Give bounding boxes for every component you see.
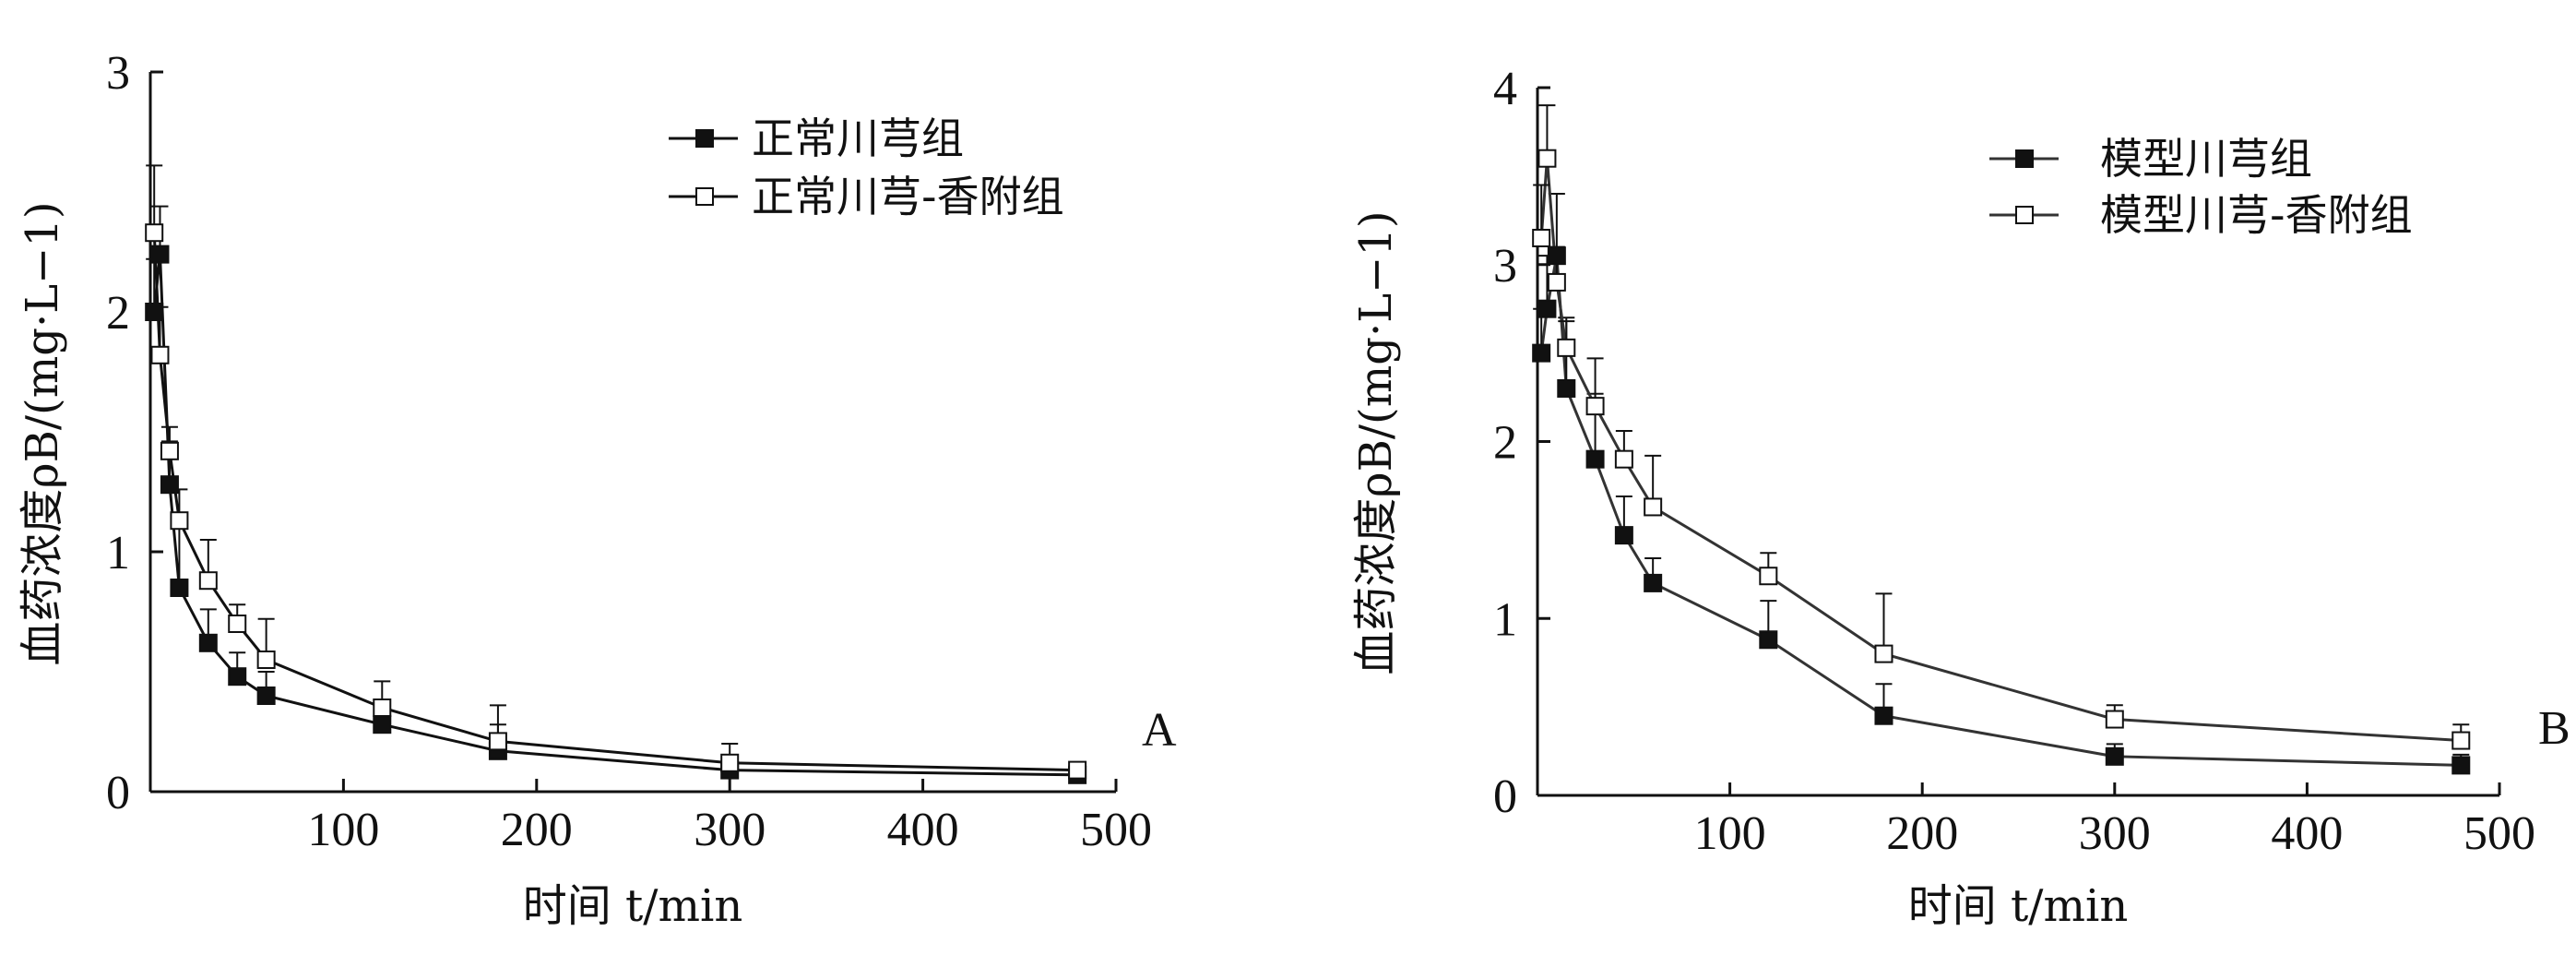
legend-b-marker-1	[2015, 149, 2034, 168]
chart-a-y-tick-label-3: 3	[106, 47, 130, 100]
chart-a-svg: 0 1 2 3 100 200 300 400 500 时间 t/min 血药浓度ρB/(mg…	[17, 47, 1177, 932]
chart-panel-b: 0 1 2 3 4 100 200 300 400 500 时间 t/min 血药浓度ρB/(m…	[1291, 0, 2576, 979]
chart-b-series-2-point-6	[1644, 497, 1663, 517]
chart-b-series-2-point-1	[1537, 149, 1557, 168]
chart-b-x-ticks: 100 200 300 400 500	[1694, 782, 2535, 860]
chart-a-y-tick-label-1: 1	[106, 527, 130, 579]
chart-b-series-1-point-3	[1557, 378, 1576, 398]
chart-a-series-1-point-0	[145, 303, 164, 321]
chart-a-series-1-point-3	[170, 579, 189, 597]
chart-b-x-tick-label-0: 100	[1694, 807, 1766, 860]
chart-a-x-tick-label-1: 200	[501, 804, 573, 856]
chart-b-series-2-point-2	[1547, 272, 1566, 292]
chart-a-x-tick-label-3: 400	[887, 804, 959, 856]
chart-b-series-1-point-5	[1614, 526, 1633, 545]
chart-a-x-tick-label-2: 300	[694, 804, 766, 856]
legend-b-marker-2	[2015, 206, 2034, 224]
chart-a-series-1-point-5	[228, 667, 247, 686]
chart-a-series-2-point-0	[145, 223, 164, 243]
chart-a-series-2-point-7	[373, 698, 392, 717]
chart-a-series-1-line	[152, 254, 1078, 777]
chart-a-y-ticks: 0 1 2 3	[106, 47, 163, 819]
chart-b-y-tick-label-4: 4	[1493, 63, 1517, 115]
chart-b-x-axis-title: 时间 t/min	[1908, 880, 2129, 932]
chart-a-y-tick-label-2: 2	[106, 287, 130, 340]
chart-b-series-2-point-9	[2105, 710, 2124, 729]
chart-b-series-1-point-6	[1644, 573, 1663, 592]
chart-a-legend: 正常川芎组 正常川芎-香附组	[669, 113, 1064, 221]
legend-a-label-1: 正常川芎组	[752, 113, 964, 163]
chart-b-series-1-point-0	[1532, 343, 1551, 363]
panel-label-a: A	[1142, 704, 1177, 757]
panel-label-b: B	[2538, 702, 2570, 755]
chart-b-series-2-point-5	[1614, 449, 1633, 469]
chart-b-series-2-point-0	[1532, 228, 1551, 247]
chart-b-x-tick-label-2: 300	[2079, 807, 2151, 860]
chart-b-series-1-point-9	[2105, 746, 2124, 766]
chart-b-series-2-point-4	[1585, 397, 1605, 416]
chart-a-series-1-point-7	[373, 715, 392, 734]
chart-b-y-tick-label-3: 3	[1493, 240, 1517, 293]
chart-a-y-tick-label-0: 0	[106, 767, 130, 819]
chart-b-plot-area	[1532, 104, 2471, 775]
chart-b-x-tick-label-3: 400	[2271, 807, 2343, 860]
chart-b-series-1-line	[1539, 255, 2462, 767]
chart-a-series-2-point-6	[256, 651, 276, 669]
chart-b-series-2-line	[1539, 158, 2462, 743]
chart-a-series-1-point-2	[160, 475, 179, 495]
chart-b-legend: 模型川芎组 模型川芎-香附组	[1989, 134, 2413, 240]
chart-b-series-1-point-4	[1585, 449, 1605, 469]
legend-a-label-2: 正常川芎-香附组	[752, 172, 1064, 221]
chart-a-series-2-point-2	[160, 441, 179, 460]
chart-b-series-1-point-2	[1547, 246, 1566, 266]
chart-b-series-1-point-10	[2451, 756, 2471, 775]
chart-a-series-1-point-4	[198, 633, 218, 652]
chart-b-x-tick-label-1: 200	[1886, 807, 1958, 860]
chart-a-x-axis-title: 时间 t/min	[523, 880, 743, 932]
chart-b-series-2-point-3	[1557, 338, 1576, 357]
chart-b-series-1-point-8	[1874, 706, 1893, 725]
chart-b-svg: 0 1 2 3 4 100 200 300 400 500 时间 t/min 血药浓度ρB/(m…	[1350, 63, 2570, 932]
chart-a-x-tick-label-0: 100	[307, 804, 379, 856]
legend-a-marker-2	[695, 187, 714, 206]
chart-a-series-2-point-10	[1068, 760, 1087, 780]
chart-a-series-2-point-4	[198, 571, 218, 591]
legend-b-label-2: 模型川芎-香附组	[2100, 190, 2413, 240]
chart-a-x-ticks: 100 200 300 400 500	[307, 779, 1152, 856]
chart-a-plot-area	[145, 164, 1087, 784]
chart-b-y-tick-label-0: 0	[1493, 770, 1517, 823]
chart-b-series-1-point-1	[1537, 299, 1557, 318]
chart-panel-a: 0 1 2 3 100 200 300 400 500 时间 t/min 血药浓度ρB/(mg…	[17, 47, 1177, 932]
legend-a-marker-1	[695, 129, 714, 148]
chart-a-y-axis-title: 血药浓度ρB/(mg·L−1)	[17, 201, 68, 665]
chart-a-series-2-point-1	[150, 345, 170, 364]
chart-b-series-2-point-7	[1759, 567, 1778, 586]
chart-a-axes	[148, 72, 1116, 794]
chart-b-y-tick-label-1: 1	[1493, 593, 1517, 646]
chart-b-y-tick-label-2: 2	[1493, 417, 1517, 470]
chart-a-series-2-line	[152, 233, 1078, 772]
chart-b-x-tick-label-4: 500	[2463, 807, 2535, 860]
chart-a-series-2-point-9	[720, 753, 740, 772]
chart-a-series-2-point-5	[228, 615, 247, 633]
legend-b-label-1: 模型川芎组	[2100, 134, 2312, 184]
chart-b-y-ticks: 0 1 2 3 4	[1493, 63, 1550, 823]
chart-b-series-2-point-8	[1874, 644, 1893, 663]
chart-a-series-1-point-1	[150, 245, 170, 264]
chart-a-series-1-point-6	[256, 686, 276, 705]
chart-a-series-2-point-3	[170, 511, 189, 531]
chart-b-y-axis-title: 血药浓度ρB/(mg·L−1)	[1350, 210, 1402, 675]
chart-a-x-tick-label-4: 500	[1080, 804, 1152, 856]
chart-b-series-2-point-10	[2451, 731, 2471, 750]
chart-b-series-1-point-7	[1759, 630, 1778, 650]
chart-a-series-2-point-8	[488, 732, 507, 751]
